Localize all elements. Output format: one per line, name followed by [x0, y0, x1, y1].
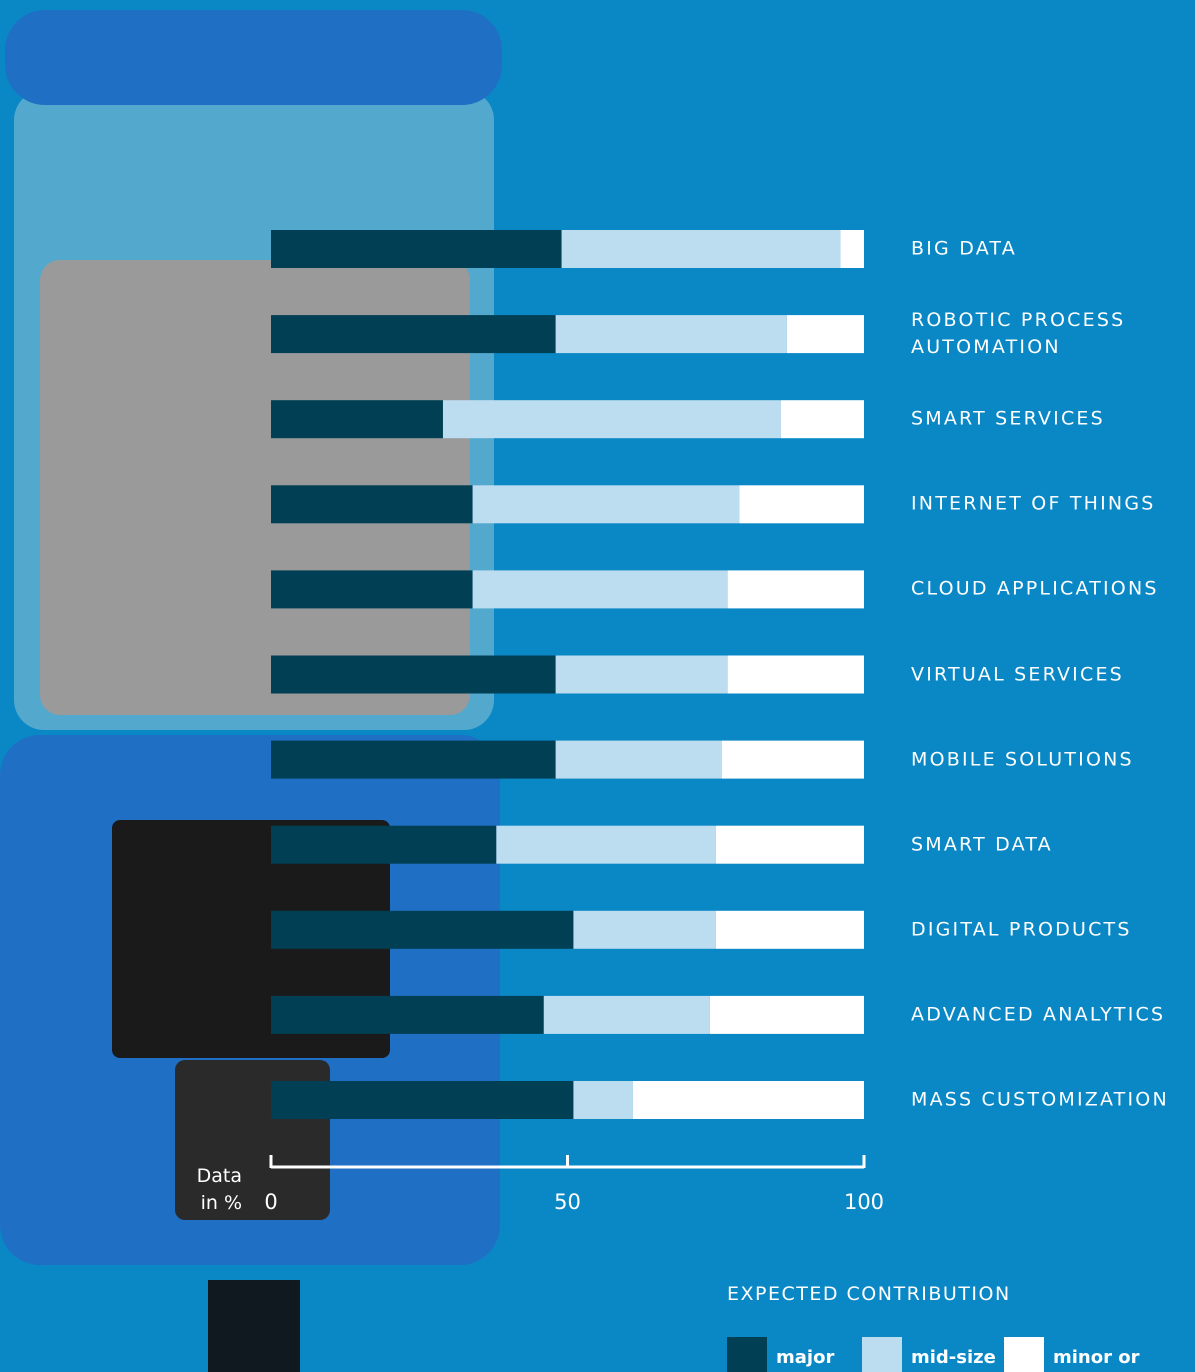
legend-title: EXPECTED CONTRIBUTION: [727, 1283, 1011, 1305]
bar-segment: [442, 400, 781, 439]
bar-segment: [727, 655, 864, 694]
bar-segment: [632, 1081, 864, 1119]
bar-segment: [727, 570, 864, 609]
bar-segment: [543, 995, 710, 1034]
bar-segment: [840, 230, 864, 268]
bar-segment: [271, 400, 443, 439]
bar-segment: [271, 995, 544, 1034]
category-label: MASS CUSTOMIZATION: [911, 1088, 1169, 1111]
bar-segment: [271, 655, 556, 694]
category-label: ADVANCED ANALYTICS: [911, 1003, 1166, 1026]
legend-swatch: [1004, 1337, 1044, 1372]
bar-segment: [780, 400, 864, 439]
x-tick-label: 0: [264, 1190, 278, 1214]
bar-segment: [715, 825, 864, 864]
bar-segment: [721, 740, 864, 779]
category-label: VIRTUAL SERVICES: [911, 663, 1124, 685]
bar-segment: [496, 825, 716, 864]
category-label: ROBOTIC PROCESS AUTOMATION: [911, 309, 1126, 359]
machine-stand: [208, 1280, 300, 1372]
bar-segment: [271, 740, 556, 779]
bar-segment: [271, 230, 562, 268]
bar-segment: [271, 910, 574, 949]
bar-segment: [715, 910, 864, 949]
bar-segment: [709, 995, 864, 1034]
bar-segment: [739, 485, 864, 524]
bar-segment: [786, 315, 864, 354]
bar-segment: [271, 825, 497, 864]
bar-segment: [271, 570, 473, 609]
machine-lid: [5, 10, 502, 105]
category-label: INTERNET OF THINGS: [911, 492, 1156, 515]
legend-swatch: [727, 1337, 767, 1372]
bar-segment: [555, 740, 722, 779]
bar-segment: [555, 315, 787, 354]
legend-label: mid-size: [911, 1347, 996, 1368]
bar-segment: [472, 485, 740, 524]
bar-segment: [271, 485, 473, 524]
x-axis-label: Data in %: [196, 1165, 242, 1214]
category-label: BIG DATA: [911, 237, 1017, 260]
bar-segment: [573, 1081, 633, 1119]
category-label: DIGITAL PRODUCTS: [911, 918, 1132, 941]
x-tick-label: 100: [843, 1190, 885, 1214]
bar-segment: [472, 570, 728, 609]
category-label: SMART DATA: [911, 833, 1053, 856]
x-tick-label: 50: [554, 1190, 581, 1214]
bar-segment: [271, 315, 556, 354]
bar-segment: [573, 910, 716, 949]
category-label: CLOUD APPLICATIONS: [911, 577, 1159, 600]
bar-segment: [555, 655, 728, 694]
category-label: SMART SERVICES: [911, 407, 1105, 430]
legend-label: major: [776, 1347, 835, 1368]
bar-segment: [271, 1081, 574, 1119]
legend-swatch: [862, 1337, 902, 1372]
bar-segment: [561, 230, 841, 268]
legend-label: minor or none: [1053, 1347, 1140, 1372]
category-label: MOBILE SOLUTIONS: [911, 748, 1134, 771]
